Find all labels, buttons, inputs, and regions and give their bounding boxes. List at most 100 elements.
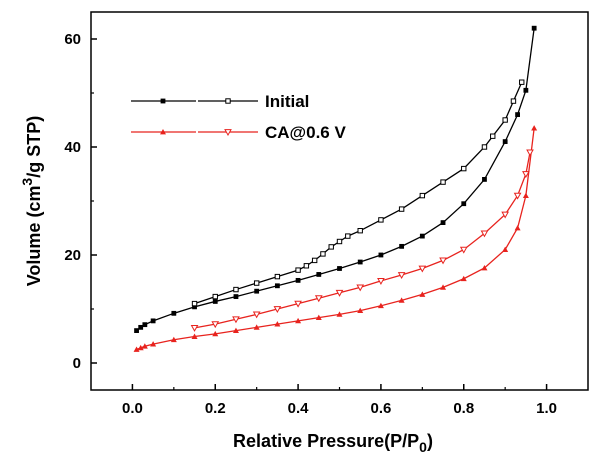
data-point-adsorption-ca-0-6v	[460, 275, 467, 282]
legend-label-initial: Initial	[265, 92, 309, 111]
data-point-desorption-ca-0-6v	[211, 321, 220, 329]
series-line-adsorption-initial	[136, 28, 535, 332]
data-point-desorption-ca-0-6v	[252, 311, 261, 319]
data-point-desorption-ca-0-6v	[522, 171, 530, 179]
data-point-adsorption-ca-0-6v	[336, 311, 343, 317]
data-point-desorption-initial	[328, 244, 334, 250]
data-point-desorption-ca-0-6v	[294, 300, 302, 308]
data-point-desorption-ca-0-6v	[480, 230, 489, 238]
data-point-adsorption-initial	[378, 252, 384, 258]
data-point-desorption-ca-0-6v	[526, 149, 534, 157]
data-point-desorption-ca-0-6v	[501, 211, 510, 219]
data-point-adsorption-initial	[502, 139, 508, 144]
data-point-adsorption-ca-0-6v	[191, 333, 198, 339]
data-point-adsorption-initial	[150, 318, 156, 324]
data-point-adsorption-initial	[515, 112, 520, 117]
data-point-desorption-initial	[378, 217, 384, 223]
data-point-adsorption-ca-0-6v	[440, 284, 447, 290]
data-point-adsorption-ca-0-6v	[514, 225, 521, 231]
data-point-adsorption-ca-0-6v	[212, 330, 219, 337]
x-tick-label: 0.0	[122, 400, 143, 417]
data-point-adsorption-ca-0-6v	[481, 264, 488, 271]
x-tick-label: 0.6	[370, 400, 391, 417]
data-point-adsorption-ca-0-6v	[522, 192, 529, 198]
data-point-adsorption-ca-0-6v	[502, 246, 509, 252]
data-point-adsorption-initial	[523, 87, 529, 93]
data-point-adsorption-initial	[142, 322, 148, 328]
data-point-adsorption-initial	[233, 294, 239, 299]
data-point-desorption-initial	[519, 79, 525, 85]
data-point-adsorption-initial	[212, 299, 218, 304]
series-layer	[133, 25, 538, 352]
data-point-adsorption-initial	[531, 25, 537, 31]
data-point-desorption-ca-0-6v	[232, 316, 240, 324]
data-point-desorption-initial	[502, 117, 508, 123]
data-point-adsorption-initial	[295, 277, 301, 283]
data-point-desorption-ca-0-6v	[377, 278, 385, 285]
data-point-adsorption-initial	[134, 328, 139, 333]
data-point-desorption-initial	[398, 206, 405, 212]
data-point-adsorption-initial	[357, 259, 363, 265]
data-point-adsorption-initial	[316, 272, 322, 277]
data-point-adsorption-ca-0-6v	[419, 291, 426, 297]
data-point-adsorption-ca-0-6v	[531, 125, 538, 131]
data-point-desorption-initial	[295, 267, 301, 273]
data-point-desorption-ca-0-6v	[459, 246, 468, 254]
data-point-desorption-initial	[320, 251, 326, 257]
data-point-desorption-initial	[336, 238, 343, 245]
x-tick-label: 1.0	[536, 400, 557, 417]
data-point-desorption-ca-0-6v	[335, 289, 344, 297]
x-tick-label: 0.4	[288, 400, 310, 417]
data-point-desorption-initial	[212, 293, 218, 300]
data-point-adsorption-ca-0-6v	[137, 344, 144, 351]
data-point-adsorption-ca-0-6v	[150, 341, 157, 347]
data-point-adsorption-initial	[440, 220, 446, 225]
data-point-adsorption-initial	[192, 304, 197, 310]
data-point-desorption-initial	[191, 300, 198, 307]
data-point-desorption-initial	[440, 179, 446, 185]
x-tick-label: 0.2	[205, 400, 226, 417]
series-line-adsorption-ca-0-6v	[136, 128, 535, 351]
y-tick-label: 20	[64, 247, 81, 264]
y-axis-title: Volume (cm3/g STP)	[19, 116, 44, 286]
series-line-desorption-ca-0-6v	[194, 152, 531, 329]
data-point-desorption-ca-0-6v	[314, 295, 323, 303]
data-point-desorption-initial	[233, 286, 239, 293]
data-point-desorption-initial	[481, 144, 488, 150]
data-point-desorption-ca-0-6v	[190, 325, 199, 332]
data-point-adsorption-ca-0-6v	[232, 327, 239, 333]
data-point-adsorption-ca-0-6v	[133, 346, 140, 352]
legend-marker-desorption-ca-0-6v	[224, 129, 232, 137]
data-point-desorption-initial	[357, 228, 363, 234]
data-point-desorption-initial	[274, 273, 281, 280]
data-point-desorption-ca-0-6v	[439, 257, 447, 265]
data-point-adsorption-initial	[274, 283, 280, 289]
data-point-adsorption-ca-0-6v	[170, 336, 177, 343]
x-axis-title: Relative Pressure(P/P0)	[233, 431, 433, 455]
data-point-adsorption-ca-0-6v	[398, 297, 405, 303]
legend-marker-adsorption-initial	[160, 98, 166, 104]
data-point-desorption-initial	[419, 192, 426, 199]
y-tick-label: 40	[64, 139, 81, 156]
data-point-adsorption-ca-0-6v	[357, 307, 364, 314]
data-point-desorption-initial	[253, 280, 260, 286]
x-tick-label: 0.8	[453, 400, 474, 417]
data-point-adsorption-ca-0-6v	[295, 317, 302, 324]
data-point-adsorption-initial	[399, 243, 405, 249]
data-point-desorption-initial	[345, 233, 351, 239]
data-point-adsorption-ca-0-6v	[315, 314, 322, 321]
data-point-desorption-initial	[490, 133, 496, 139]
data-point-adsorption-ca-0-6v	[141, 343, 148, 349]
axis-ticks: 0.0 0.2 0.4 0.6 0.8 1.0 0 20 40 60	[64, 31, 557, 417]
data-point-adsorption-ca-0-6v	[253, 324, 260, 330]
data-point-adsorption-initial	[138, 324, 144, 330]
data-point-desorption-initial	[461, 165, 467, 172]
legend: Initial CA@0.6 V	[131, 92, 346, 142]
data-point-adsorption-ca-0-6v	[274, 321, 281, 327]
legend-marker-desorption-initial	[225, 98, 231, 104]
data-point-desorption-ca-0-6v	[397, 272, 406, 280]
data-point-adsorption-initial	[482, 177, 487, 182]
data-point-adsorption-initial	[171, 310, 177, 316]
data-point-adsorption-initial	[254, 288, 260, 294]
